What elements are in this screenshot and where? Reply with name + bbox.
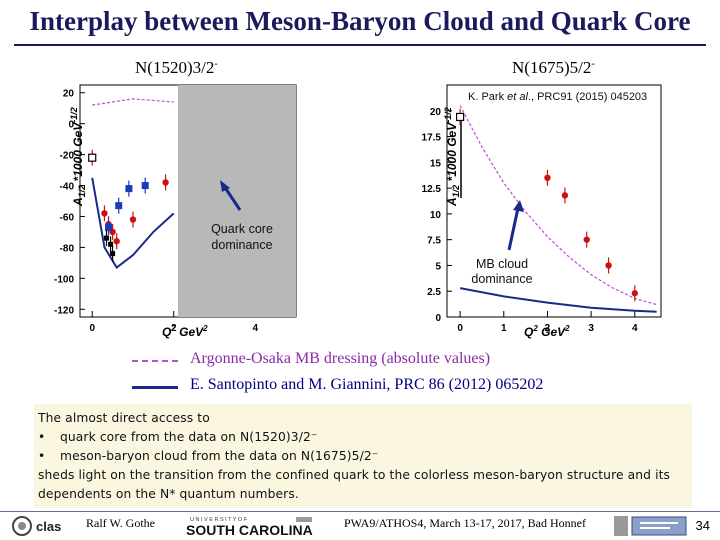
quark-core-arrowhead [220,180,230,192]
left-panel-label-sup: - [214,58,218,70]
data-point-blue [141,182,149,190]
slide-title: Interplay between Meson-Baryon Cloud and… [29,6,691,36]
usc-logo-top: U N I V E R S I T Y O F [190,517,248,523]
y-tick-label: 17.5 [422,133,442,144]
y-tick-label: 0 [435,313,441,324]
data-point-red [631,290,638,297]
right-panel-label: N(1675)5/2- [512,58,595,78]
left-ylabel: A1/2 *1000 GeV-1/2 [69,107,87,207]
y-tick-label: 5 [435,261,441,272]
quark-core-label-1: Quark core [211,222,273,236]
data-point-black [108,241,114,247]
page-number: 34 [695,518,710,533]
right-panel-label-sup: - [591,58,595,70]
summary-bullet-2-text: meson-baryon cloud from the data on N(16… [60,449,379,463]
data-point-red [101,210,108,217]
y-tick-label: -80 [60,243,75,254]
y-tick-label: -120 [54,305,74,316]
footer-conference: PWA9/ATHOS4, March 13-17, 2017, Bad Honn… [344,516,586,530]
right-reference: K. Park et al., PRC91 (2015) 045203 [468,91,647,103]
summary-bullet-1-text: quark core from the data on N(1520)3/2⁻ [60,430,318,444]
mb-cloud-arrow [507,207,520,251]
summary-line-4: sheds light on the transition from the c… [38,468,671,482]
summary-textbox: The almost direct access to • quark core … [34,404,692,508]
data-point-red [113,238,120,245]
clas-logo: clas [12,516,61,536]
summary-line-1: The almost direct access to [38,411,210,425]
right-ylabel: A1/2 *1000 GeV-1/2 [443,107,461,207]
right-reference-suffix: ., PRC91 (2015) 045203 [528,91,647,103]
right-chart: 20 17.5 15 12.5 10 7.5 5 2.5 0 0 1 2 3 4 K. Park et … [422,84,662,339]
left-chart: 20 0 -20 -40 -60 -80 -100 -120 0 2 4 A1/2 *1000 G… [54,84,297,339]
data-point-red [605,262,612,269]
x-tick-label: 2 [545,323,551,334]
conference-logo [614,516,687,536]
right-solid-curve [459,287,657,313]
y-tick-label: 20 [430,107,442,118]
data-point-black [103,235,109,241]
data-point-red [544,174,551,181]
x-tick-label: 4 [252,323,258,334]
legend-solid-swatch [132,386,178,389]
y-tick-label: 10 [430,210,442,221]
data-point-blue [115,202,123,210]
data-point-open [88,153,97,162]
right-reference-etal: et al [507,91,528,103]
y-tick-label: 7.5 [427,236,441,247]
legend-dashed-label: Argonne-Osaka MB dressing (absolute valu… [190,350,491,367]
data-point-open [456,112,465,122]
y-tick-label: 12.5 [422,184,442,195]
left-solid-curve [91,177,175,269]
y-tick-label: -20 [60,151,75,162]
legend-solid-label: E. Santopinto and M. Giannini, PRC 86 (2… [190,376,544,393]
bullet-dot: • [38,430,46,444]
mb-cloud-arrowhead [513,200,524,212]
data-point-black [110,251,116,257]
y-tick-label: -40 [60,182,75,193]
summary-line-5: dependents on the N* quantum numbers. [38,487,299,501]
data-point-red [162,179,169,186]
x-tick-label: 0 [457,323,463,334]
quark-core-highlight [178,85,296,317]
title-underline [14,44,706,46]
right-xlabel: Q2 GeV2 [524,324,570,339]
left-panel-label-main: N(1520)3/2 [135,58,215,77]
mb-cloud-label-2: dominance [471,272,532,286]
usc-logo: U N I V E R S I T Y O F SOUTH CAROLINA [186,517,313,538]
summary-bullet-1: • quark core from the data on N(1520)3/2⁻ [38,428,688,447]
x-tick-label: 2 [171,323,177,334]
bullet-dot: • [38,449,46,463]
footer-author: Ralf W. Gothe [86,516,155,530]
quark-core-label-2: dominance [211,238,272,252]
mb-cloud-label-1: MB cloud [476,257,528,271]
y-tick-label: 0 [68,120,74,131]
usc-logo-text: SOUTH CAROLINA [186,522,313,538]
y-tick-label: -60 [60,212,75,223]
y-tick-label: 20 [63,89,75,100]
x-tick-label: 3 [588,323,594,334]
left-xlabel: Q2 GeV2 [162,324,208,339]
left-panel-label: N(1520)3/2- [135,58,218,78]
y-tick-label: 15 [430,158,442,169]
right-dashed-curve [459,105,657,306]
x-tick-label: 1 [501,323,507,334]
x-tick-label: 0 [89,323,95,334]
legend-dashed-swatch [132,360,178,362]
data-point-red [561,192,569,199]
quark-core-arrow [222,185,242,211]
summary-bullet-2: • meson-baryon cloud from the data on N(1… [38,447,688,466]
right-reference-prefix: K. Park [468,91,507,103]
data-point-blue [125,185,133,193]
left-dashed-curve [92,98,174,106]
data-point-red [583,236,590,243]
data-point-blue [105,223,113,231]
y-tick-label: 2.5 [427,287,441,298]
footer-rule [0,511,720,512]
y-tick-label: -100 [54,274,74,285]
clas-logo-text: clas [36,519,61,534]
right-panel-label-main: N(1675)5/2 [512,58,592,77]
data-point-red [129,216,137,223]
x-tick-label: 4 [632,323,638,334]
